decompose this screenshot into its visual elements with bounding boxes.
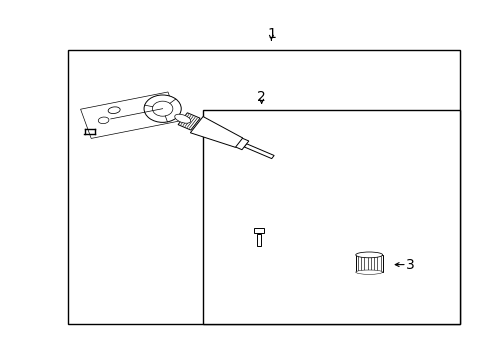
Ellipse shape	[355, 252, 382, 258]
Polygon shape	[81, 92, 178, 139]
Polygon shape	[178, 113, 200, 130]
Polygon shape	[190, 117, 242, 147]
Ellipse shape	[108, 107, 120, 113]
Ellipse shape	[98, 117, 109, 123]
Polygon shape	[257, 234, 261, 246]
Polygon shape	[254, 228, 264, 233]
Text: 1: 1	[266, 27, 275, 41]
Circle shape	[144, 95, 181, 122]
Polygon shape	[83, 95, 175, 136]
Polygon shape	[244, 144, 274, 159]
Bar	[68, 50, 459, 324]
Bar	[203, 110, 459, 324]
Circle shape	[152, 101, 173, 116]
Polygon shape	[355, 255, 382, 272]
Ellipse shape	[355, 270, 382, 274]
Text: 2: 2	[257, 90, 265, 104]
Text: 3: 3	[406, 258, 414, 271]
Ellipse shape	[174, 114, 190, 123]
Polygon shape	[233, 138, 248, 150]
